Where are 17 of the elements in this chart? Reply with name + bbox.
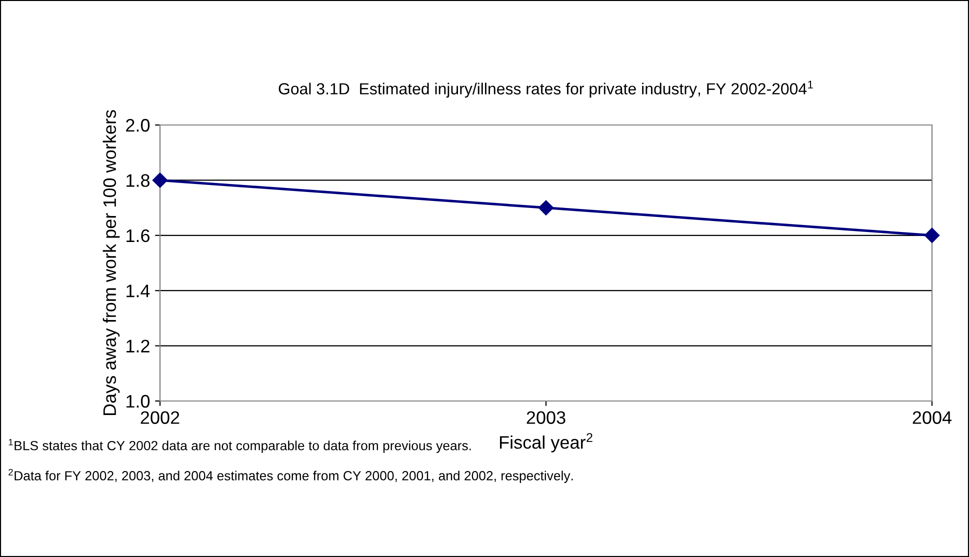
chart-title: Goal 3.1D Estimated injury/illness rates for private industry, FY 2002-2004$^{1}$: [278, 80, 813, 98]
point: [152, 172, 168, 188]
x-tick-label: 2004: [912, 411, 952, 424]
y-tick-label: 1.2: [126, 340, 150, 352]
y-axis-title: Days away from work per 100 workers: [102, 110, 120, 416]
text: $^{2}$Data for FY 2002, 2003, and 2004 estimates come from CY 2000, 2001, and 2002, respectively.: [8, 468, 573, 484]
x-tick-label: 2003: [526, 411, 566, 424]
y-tick-label: 1.6: [126, 229, 150, 242]
y-tick-label: 2.0: [126, 118, 150, 132]
y-tick-label: 1.8: [126, 174, 150, 187]
point: [924, 228, 940, 243]
x-tick-label: 2002: [140, 411, 180, 424]
x-axis-title: Fiscal year$^{2}$: [500, 433, 592, 452]
point: [538, 200, 554, 216]
text: $^{1}$BLS states that CY 2002 data are not comparable to data from previous years.: [8, 438, 471, 453]
y-tick-label: 1.4: [126, 284, 150, 298]
y-tick-label: 1.0: [126, 394, 150, 408]
